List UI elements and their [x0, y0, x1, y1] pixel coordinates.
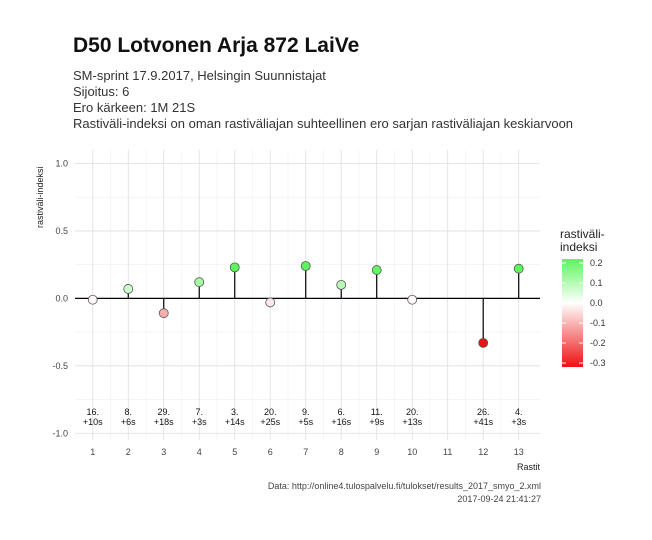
legend-tick-label: 0.1 — [590, 278, 603, 288]
rank-label: 3. — [231, 407, 239, 417]
data-point — [478, 337, 489, 348]
data-point — [300, 261, 311, 271]
legend-tick-label: 0.0 — [590, 298, 603, 308]
rank-label: 4. — [515, 407, 523, 417]
legend-tick-label: -0.2 — [590, 338, 606, 348]
rank-label: 16. — [86, 407, 99, 417]
legend-colorbar — [562, 259, 583, 367]
subtitle-placement: Sijoitus: 6 — [73, 84, 130, 99]
time-diff-label: +13s — [402, 417, 422, 427]
data-point — [194, 277, 205, 288]
legend-title-line-1: rastiväli- — [560, 227, 605, 241]
x-tick-label: 13 — [514, 447, 524, 457]
x-tick-label: 6 — [268, 447, 273, 457]
subtitle-description: Rastiväli-indeksi on oman rastiväliajan … — [73, 116, 574, 131]
data-point — [513, 263, 524, 274]
x-tick-label: 8 — [339, 447, 344, 457]
y-tick-label: 0.0 — [55, 293, 68, 303]
timestamp-caption: 2017-09-24 21:41:27 — [457, 494, 541, 504]
time-diff-label: +3s — [511, 417, 526, 427]
time-diff-label: +6s — [121, 417, 136, 427]
y-tick-label: -0.5 — [52, 361, 68, 371]
y-tick-label: 0.5 — [55, 226, 68, 236]
rank-label: 29. — [157, 407, 170, 417]
rank-label: 6. — [337, 407, 345, 417]
rank-label: 8. — [124, 407, 132, 417]
time-diff-label: +41s — [473, 417, 493, 427]
legend-tick-label: -0.3 — [590, 358, 606, 368]
time-diff-label: +16s — [331, 417, 351, 427]
data-point — [158, 308, 169, 319]
y-axis-title: rastiväli-indeksi — [35, 166, 45, 228]
data-point — [265, 297, 276, 308]
x-axis-title: Rastit — [517, 462, 541, 472]
legend-tick-label: 0.2 — [590, 258, 603, 268]
x-tick-label: 1 — [90, 447, 95, 457]
rank-label: 20. — [264, 407, 277, 417]
time-diff-label: +25s — [260, 417, 280, 427]
chart-title: D50 Lotvonen Arja 872 LaiVe — [73, 34, 360, 57]
data-source-caption: Data: http://online4.tulospalvelu.fi/tul… — [267, 481, 541, 491]
subtitle-gap: Ero kärkeen: 1M 21S — [73, 100, 196, 115]
legend-tick-label: -0.1 — [590, 318, 606, 328]
legend-title-line-2: indeksi — [560, 240, 597, 254]
time-diff-label: +14s — [225, 417, 245, 427]
rank-label: 20. — [406, 407, 419, 417]
x-tick-label: 5 — [232, 447, 237, 457]
x-tick-label: 11 — [443, 447, 452, 457]
data-point — [229, 262, 240, 273]
time-diff-label: +9s — [369, 417, 384, 427]
data-point — [123, 284, 134, 294]
x-tick-label: 2 — [126, 447, 131, 457]
x-tick-label: 12 — [478, 447, 488, 457]
subtitle-event: SM-sprint 17.9.2017, Helsingin Suunnista… — [73, 68, 326, 83]
data-point — [371, 265, 382, 275]
time-diff-label: +18s — [154, 417, 174, 427]
y-tick-label: 1.0 — [55, 158, 68, 168]
x-tick-label: 10 — [407, 447, 417, 457]
x-tick-label: 9 — [374, 447, 379, 457]
rank-label: 26. — [477, 407, 490, 417]
rank-label: 11. — [371, 407, 383, 417]
y-tick-label: -1.0 — [52, 428, 68, 438]
data-point — [407, 294, 418, 305]
time-diff-label: +5s — [298, 417, 313, 427]
rank-label: 9. — [302, 407, 310, 417]
data-point — [87, 294, 98, 305]
x-tick-label: 3 — [161, 447, 166, 457]
rank-label: 7. — [195, 407, 203, 417]
x-tick-label: 4 — [197, 447, 202, 457]
data-point — [336, 279, 347, 290]
x-tick-label: 7 — [303, 447, 308, 457]
time-diff-label: +10s — [83, 417, 103, 427]
time-diff-label: +3s — [192, 417, 207, 427]
